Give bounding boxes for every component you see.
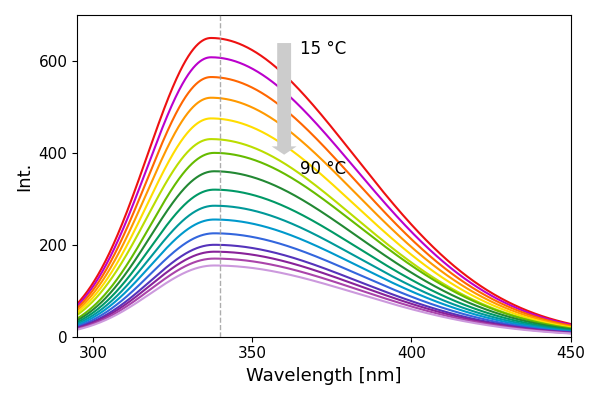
Text: 90 °C: 90 °C: [300, 160, 346, 178]
Y-axis label: Int.: Int.: [15, 161, 33, 190]
Text: 15 °C: 15 °C: [300, 40, 346, 58]
X-axis label: Wavelength [nm]: Wavelength [nm]: [246, 367, 401, 385]
